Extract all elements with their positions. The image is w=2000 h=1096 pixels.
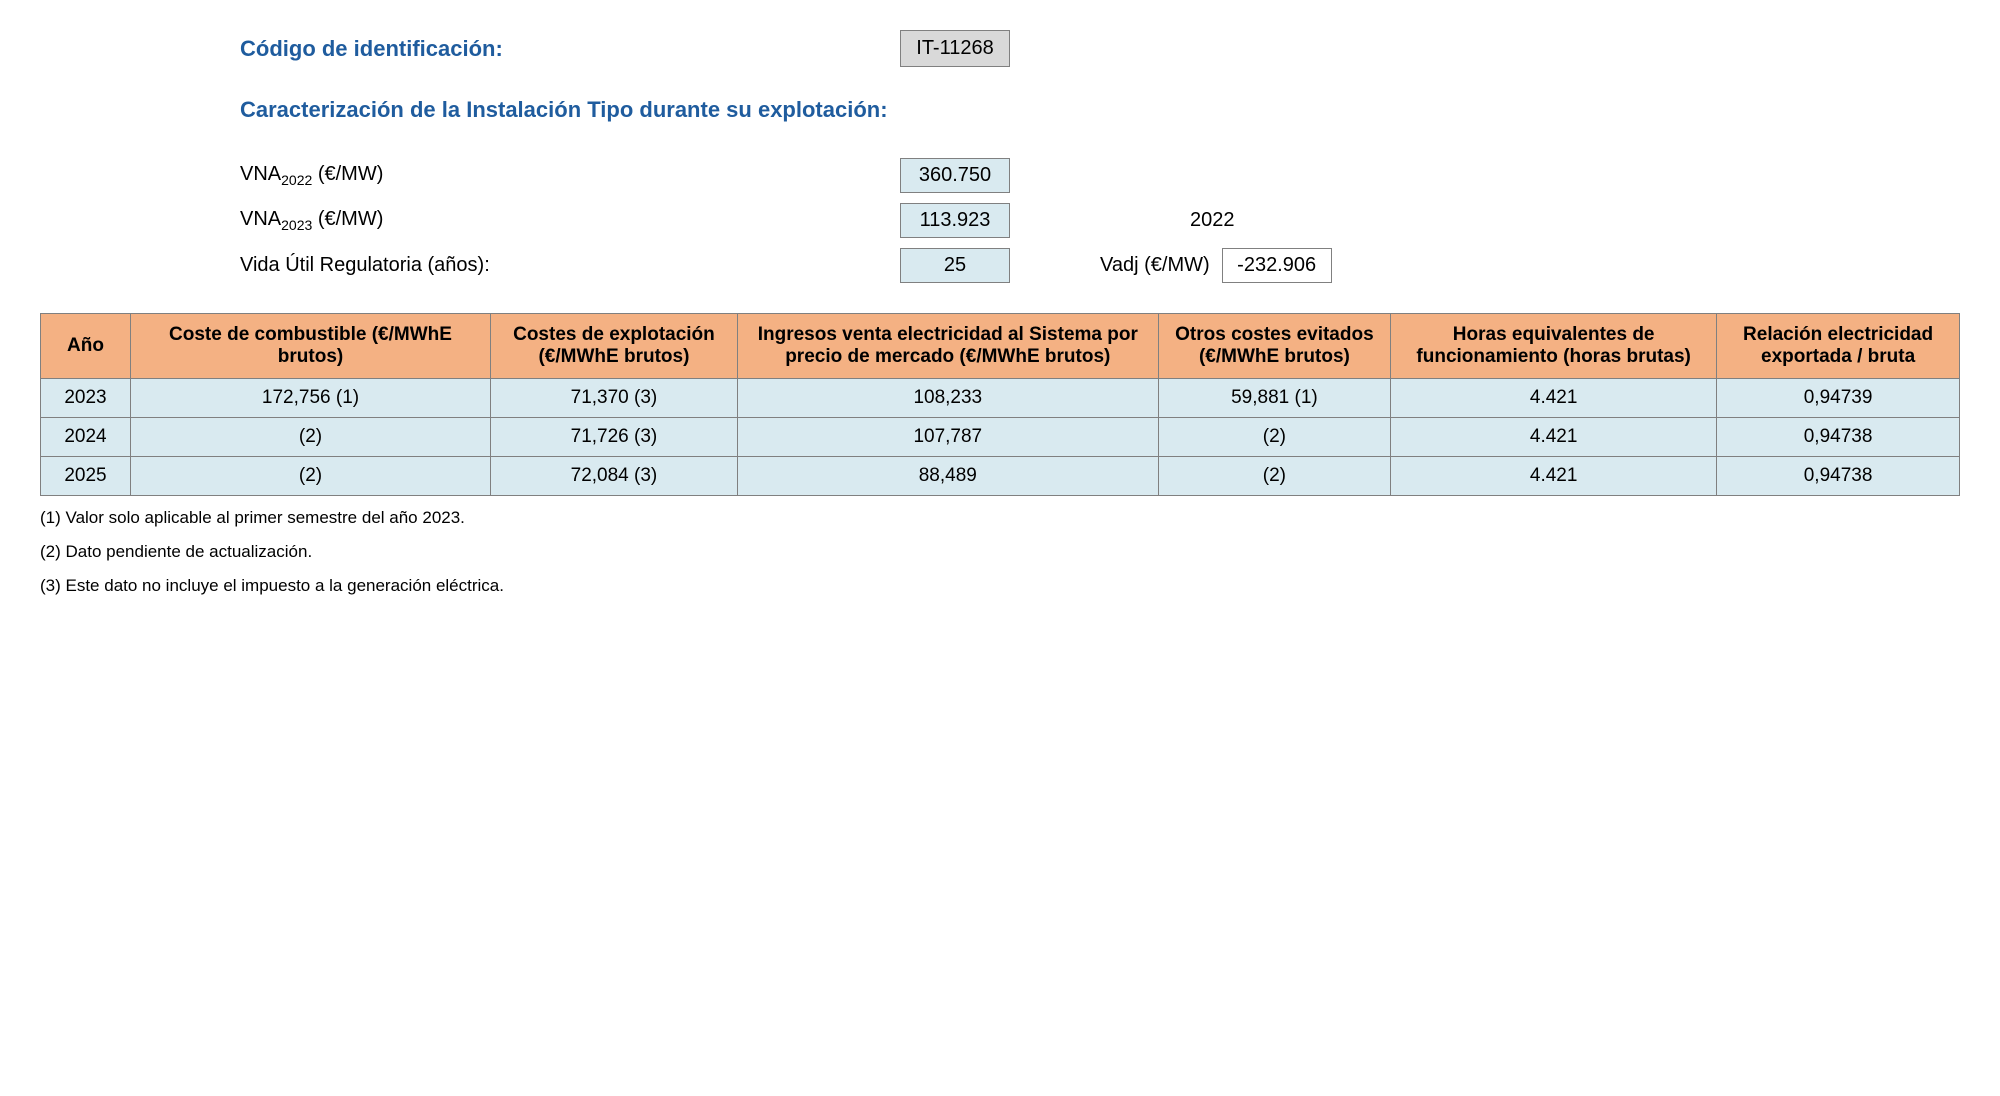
table-header-row: Año Coste de combustible (€/MWhE brutos)… [41,314,1960,379]
vida-label: Vida Útil Regulatoria (años): [240,254,900,277]
cell-year: 2024 [41,418,131,457]
vna2022-label: VNA2022 (€/MW) [240,163,900,188]
th-otros: Otros costes evitados (€/MWhE brutos) [1158,314,1391,379]
cell-horas: 4.421 [1391,379,1717,418]
cell-relacion: 0,94739 [1717,379,1960,418]
cell-ingresos: 107,787 [737,418,1158,457]
th-explotacion: Costes de explotación (€/MWhE brutos) [491,314,738,379]
subtitle: Caracterización de la Instalación Tipo d… [240,97,1960,123]
cell-year: 2025 [41,457,131,496]
header-section: Código de identificación: IT-11268 Carac… [240,30,1960,283]
th-year: Año [41,314,131,379]
th-combustible: Coste de combustible (€/MWhE brutos) [131,314,491,379]
cell-relacion: 0,94738 [1717,418,1960,457]
vna2022-unit: (€/MW) [312,163,383,185]
cell-year: 2023 [41,379,131,418]
cell-explotacion: 71,370 (3) [491,379,738,418]
vna2022-value: 360.750 [900,158,1010,193]
cell-otros: (2) [1158,457,1391,496]
footnote-2: (2) Dato pendiente de actualización. [40,542,1960,562]
vna2022-prefix: VNA [240,163,281,185]
table-row: 2023 172,756 (1) 71,370 (3) 108,233 59,8… [41,379,1960,418]
vna2023-unit: (€/MW) [312,208,383,230]
table-row: 2025 (2) 72,084 (3) 88,489 (2) 4.421 0,9… [41,457,1960,496]
vida-row: Vida Útil Regulatoria (años): 25 Vadj (€… [240,248,1960,283]
id-label: Código de identificación: [240,36,900,62]
cell-combustible: (2) [131,418,491,457]
year-right: 2022 [1190,209,1235,232]
id-row: Código de identificación: IT-11268 [240,30,1960,67]
vna2023-prefix: VNA [240,208,281,230]
id-value: IT-11268 [900,30,1010,67]
vida-value: 25 [900,248,1010,283]
footnotes: (1) Valor solo aplicable al primer semes… [40,508,1960,596]
vna2023-row: VNA2023 (€/MW) 113.923 2022 [240,203,1960,238]
vadj-value: -232.906 [1222,248,1332,283]
cell-otros: 59,881 (1) [1158,379,1391,418]
cell-relacion: 0,94738 [1717,457,1960,496]
vna2022-sub: 2022 [281,172,312,188]
cell-horas: 4.421 [1391,457,1717,496]
cell-horas: 4.421 [1391,418,1717,457]
cell-combustible: (2) [131,457,491,496]
vna2023-label: VNA2023 (€/MW) [240,208,900,233]
footnote-1: (1) Valor solo aplicable al primer semes… [40,508,1960,528]
table-row: 2024 (2) 71,726 (3) 107,787 (2) 4.421 0,… [41,418,1960,457]
cell-combustible: 172,756 (1) [131,379,491,418]
vna2023-sub: 2023 [281,217,312,233]
th-horas: Horas equivalentes de funcionamiento (ho… [1391,314,1717,379]
table-body: 2023 172,756 (1) 71,370 (3) 108,233 59,8… [41,379,1960,496]
th-ingresos: Ingresos venta electricidad al Sistema p… [737,314,1158,379]
cell-ingresos: 88,489 [737,457,1158,496]
cell-ingresos: 108,233 [737,379,1158,418]
vadj-label: Vadj (€/MW) [1100,254,1210,277]
vna2022-row: VNA2022 (€/MW) 360.750 [240,158,1960,193]
vna2023-value: 113.923 [900,203,1010,238]
data-table: Año Coste de combustible (€/MWhE brutos)… [40,313,1960,496]
th-relacion: Relación electricidad exportada / bruta [1717,314,1960,379]
footnote-3: (3) Este dato no incluye el impuesto a l… [40,576,1960,596]
cell-otros: (2) [1158,418,1391,457]
cell-explotacion: 71,726 (3) [491,418,738,457]
cell-explotacion: 72,084 (3) [491,457,738,496]
